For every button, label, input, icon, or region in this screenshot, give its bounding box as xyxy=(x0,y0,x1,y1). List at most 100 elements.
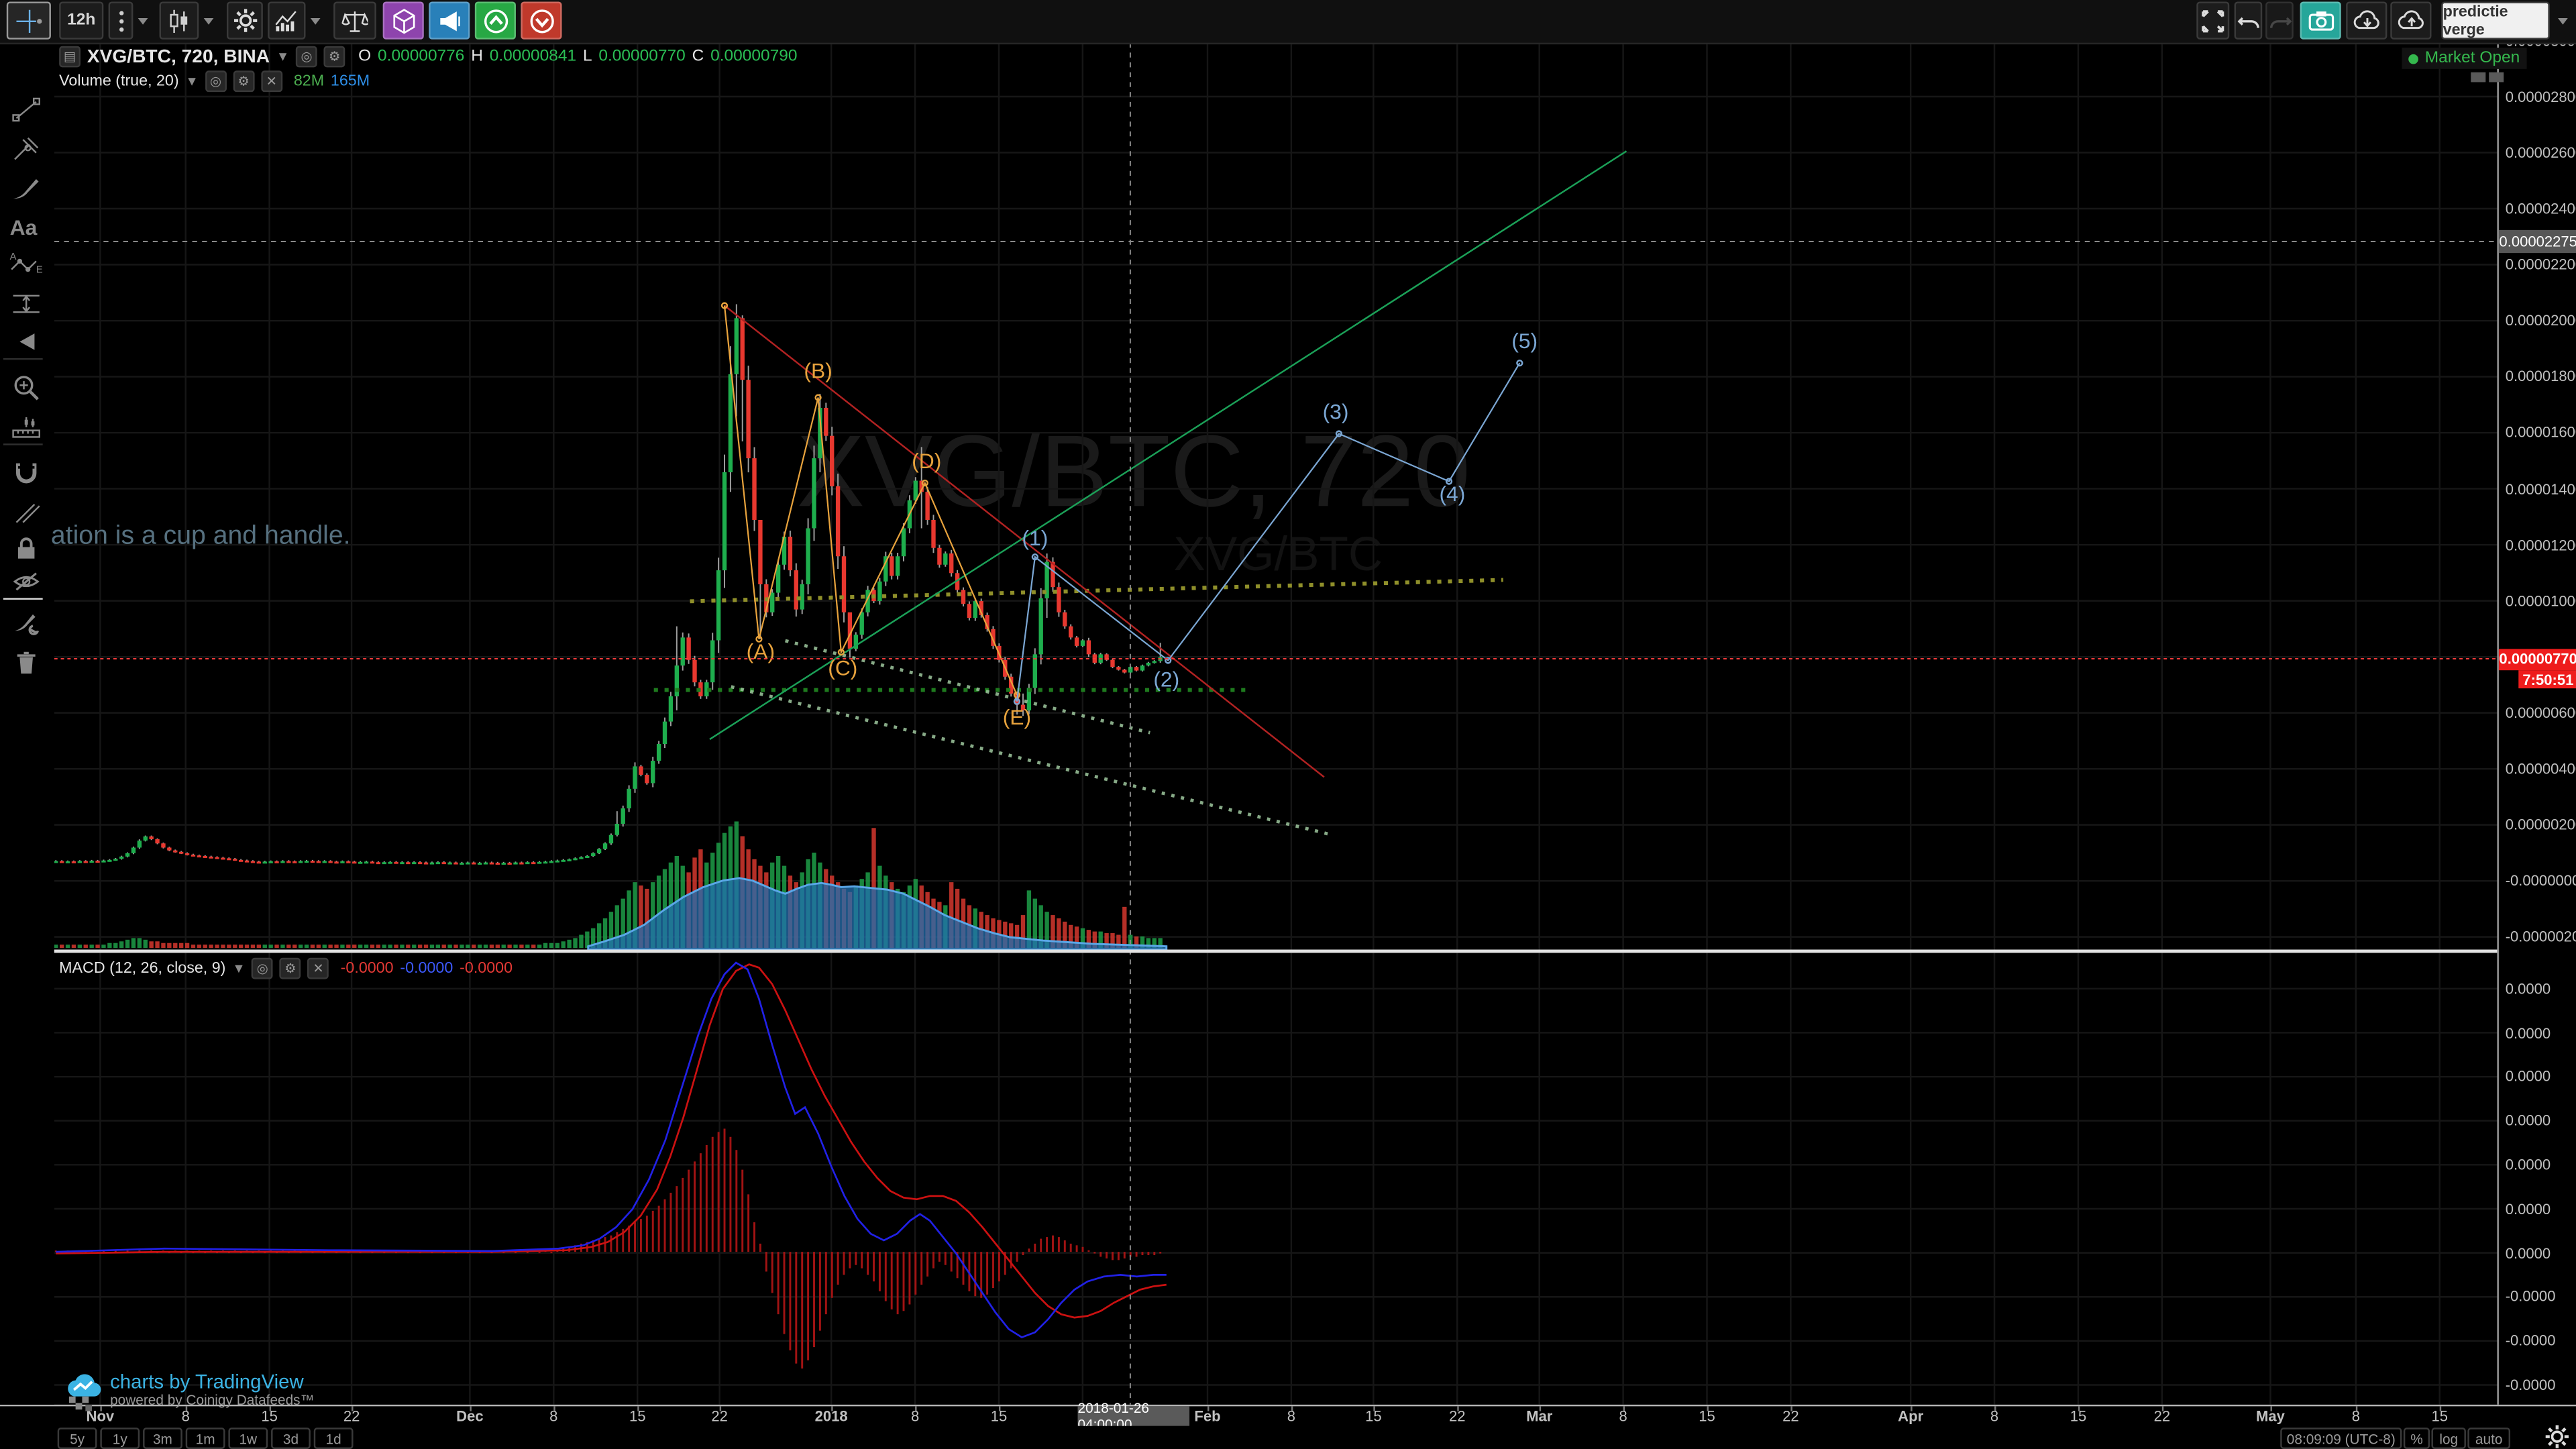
charts-by-tradingview-link[interactable]: charts by TradingView xyxy=(110,1370,304,1393)
buy-button[interactable] xyxy=(474,1,516,40)
alerts-button[interactable] xyxy=(429,1,470,40)
indicators-caret[interactable] xyxy=(306,1,325,39)
interval-button[interactable]: 12h xyxy=(59,1,104,40)
trend-line-icon[interactable] xyxy=(5,94,48,127)
time-axis-label: May xyxy=(2256,1407,2285,1425)
drawing-tools-icon[interactable] xyxy=(5,606,48,639)
elliott-impulse-lines[interactable] xyxy=(1016,362,1521,702)
time-axis[interactable]: Nov 8 15 22 Dec 8 15 22 2018 8 15 Feb 8 15 22 Mar 8 15 22 A… xyxy=(0,1400,2576,1433)
text-tool-icon[interactable]: Aa xyxy=(5,210,48,243)
macd-legend[interactable]: MACD (12, 26, close, 9) ▼ ◎ ⚙ ✕ -0.0000 … xyxy=(59,957,513,979)
log-scale-button[interactable]: log xyxy=(2431,1428,2466,1449)
crosshair-cursor-button[interactable] xyxy=(6,1,51,40)
eye-icon[interactable]: ◎ xyxy=(205,70,227,93)
cube-app-button[interactable] xyxy=(382,1,424,40)
eye-icon[interactable]: ◎ xyxy=(252,957,274,979)
time-axis-label: 8 xyxy=(1990,1407,1999,1425)
time-axis-label: 22 xyxy=(343,1407,360,1425)
trash-icon[interactable] xyxy=(5,645,48,678)
price-axis-label: 0.00000200 xyxy=(2505,816,2576,833)
range-button-5y[interactable]: 5y xyxy=(57,1428,97,1449)
compare-button[interactable] xyxy=(333,1,376,40)
close-icon[interactable]: ✕ xyxy=(260,70,282,93)
macd-axis-label: -0.0000 xyxy=(2505,1377,2556,1393)
macd-signal-value: -0.0000 xyxy=(460,959,513,978)
pitchfork-icon[interactable] xyxy=(5,133,48,166)
range-button-1y[interactable]: 1y xyxy=(100,1428,140,1449)
save-layout-button[interactable]: predictie verge xyxy=(2441,1,2550,40)
pane-divider[interactable] xyxy=(0,949,2498,953)
projection-icon[interactable] xyxy=(5,288,48,321)
chevron-down-icon[interactable]: ▼ xyxy=(185,74,199,89)
volume-value: 82M xyxy=(293,72,325,91)
save-layout-caret[interactable] xyxy=(2553,1,2573,39)
toolbar-divider xyxy=(3,598,43,600)
top-toolbar: 12h predictie verge xyxy=(0,0,2576,45)
auto-scale-button[interactable]: auto xyxy=(2467,1428,2511,1449)
macd-axis-label: 0.0000 xyxy=(2505,1068,2551,1085)
macd-axis-label: 0.0000 xyxy=(2505,1157,2551,1173)
brush-icon[interactable] xyxy=(5,172,48,205)
range-button-1w[interactable]: 1w xyxy=(228,1428,268,1449)
range-button-3d[interactable]: 3d xyxy=(271,1428,311,1449)
toolbar-divider xyxy=(3,443,43,445)
range-button-3m[interactable]: 3m xyxy=(143,1428,182,1449)
range-button-1d[interactable]: 1d xyxy=(313,1428,354,1449)
svg-text:A: A xyxy=(10,252,17,262)
eye-icon[interactable]: ◎ xyxy=(296,46,317,68)
chevron-down-icon[interactable]: ▼ xyxy=(232,961,246,976)
range-button-1m[interactable]: 1m xyxy=(185,1428,225,1449)
redo-button[interactable] xyxy=(2265,1,2294,40)
volume-legend[interactable]: Volume (true, 20) ▼ ◎ ⚙ ✕ 82M 165M xyxy=(59,70,370,93)
price-axis-label: 0.00001400 xyxy=(2505,480,2576,497)
indicators-button[interactable] xyxy=(268,1,306,40)
green-trendline xyxy=(709,150,1627,741)
gear-icon[interactable]: ⚙ xyxy=(323,46,345,68)
zoom-in-icon[interactable] xyxy=(5,371,48,404)
chevron-down-icon[interactable]: ▼ xyxy=(276,49,290,64)
gear-icon[interactable]: ⚙ xyxy=(280,957,301,979)
close-label: C xyxy=(692,48,704,66)
close-icon[interactable]: ✕ xyxy=(307,957,329,979)
macd-label: MACD (12, 26, close, 9) xyxy=(59,959,226,978)
stay-drawing-mode-icon[interactable] xyxy=(5,496,48,529)
lock-drawings-icon[interactable] xyxy=(5,531,48,564)
cloud-upload-button[interactable] xyxy=(2390,1,2432,40)
arrow-marker-icon[interactable] xyxy=(5,325,48,358)
percent-scale-button[interactable]: % xyxy=(2403,1428,2430,1449)
clock-button[interactable]: 08:09:09 (UTC-8) xyxy=(2280,1428,2402,1449)
candlestick-style-button[interactable] xyxy=(159,1,199,40)
time-axis-label: 15 xyxy=(2431,1407,2448,1425)
annotation-text[interactable]: ation is a cup and handle. xyxy=(50,522,351,551)
bar-style-menu-button[interactable] xyxy=(108,1,133,40)
sell-button[interactable] xyxy=(521,1,562,40)
magnet-icon[interactable] xyxy=(5,457,48,490)
pane-restore-button[interactable] xyxy=(2489,72,2504,83)
volume-ma-value: 165M xyxy=(330,72,370,91)
elliott-triangle-lines[interactable] xyxy=(723,305,1018,696)
fullscreen-button[interactable] xyxy=(2196,1,2230,40)
chart-properties-button[interactable] xyxy=(226,1,263,40)
collapse-icon[interactable]: ▤ xyxy=(59,46,81,68)
time-axis-label: 15 xyxy=(1365,1407,1382,1425)
bar-pattern-icon[interactable] xyxy=(5,411,48,443)
price-axis[interactable]: 0.000030000.000028000.000026000.00002400… xyxy=(2497,0,2576,1405)
cloud-download-button[interactable] xyxy=(2346,1,2387,40)
axis-settings-gear-icon[interactable] xyxy=(2543,1425,2569,1448)
tradingview-cloud-icon xyxy=(68,1374,101,1397)
bar-style-caret[interactable] xyxy=(133,1,152,39)
pane-maximize-button[interactable] xyxy=(2471,72,2486,83)
symbol-legend[interactable]: ▤ XVG/BTC, 720, BINA ▼ ◎ ⚙ O 0.00000776 … xyxy=(59,46,798,68)
volume-label: Volume (true, 20) xyxy=(59,72,179,91)
time-axis-label: 15 xyxy=(2070,1407,2087,1425)
candlestick-caret[interactable] xyxy=(199,1,218,39)
gear-icon[interactable]: ⚙ xyxy=(233,70,255,93)
hide-drawings-icon[interactable] xyxy=(5,565,48,598)
snapshot-button[interactable] xyxy=(2300,1,2341,40)
volume-ma-area xyxy=(587,877,1168,951)
gridlines xyxy=(54,42,2498,1405)
coinigy-checker-icon xyxy=(68,1396,93,1411)
undo-button[interactable] xyxy=(2234,1,2263,40)
